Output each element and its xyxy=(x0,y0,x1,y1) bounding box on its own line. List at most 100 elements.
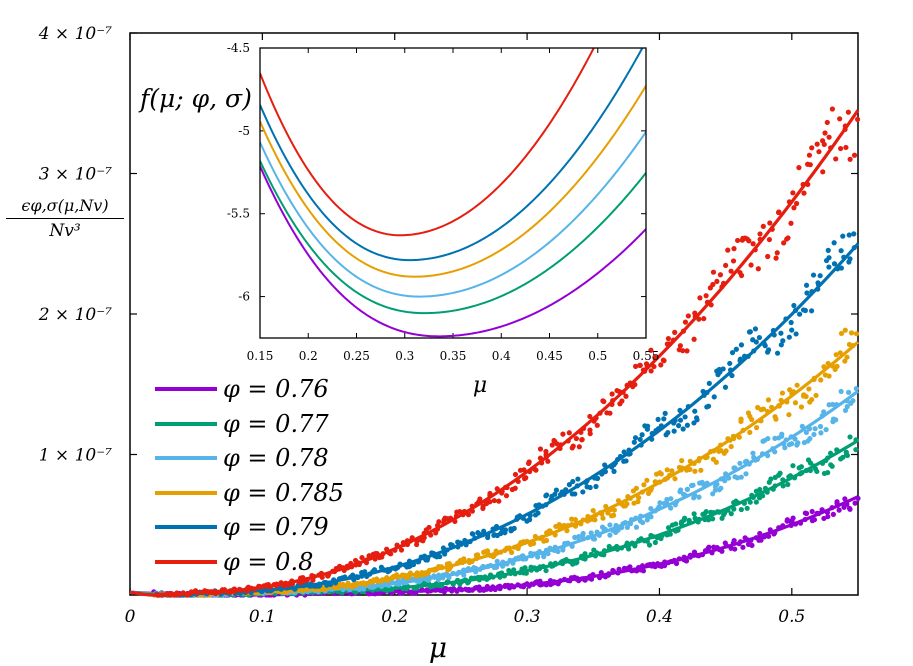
data-point xyxy=(833,352,839,358)
data-point xyxy=(833,417,839,423)
data-point xyxy=(806,386,812,392)
data-point xyxy=(648,514,654,520)
data-point xyxy=(722,384,729,390)
data-point xyxy=(680,426,686,432)
data-point xyxy=(684,486,690,493)
data-point xyxy=(576,444,582,450)
data-point xyxy=(757,231,763,237)
data-point xyxy=(785,235,791,241)
data-point xyxy=(587,484,593,491)
inset-x-tick-label: 0.2 xyxy=(299,349,318,363)
data-point xyxy=(633,524,640,530)
data-point xyxy=(712,483,719,489)
data-point xyxy=(778,330,784,336)
data-point xyxy=(826,373,832,379)
data-point xyxy=(788,220,794,226)
data-point xyxy=(821,141,827,148)
legend-item: φ = 0.77 xyxy=(155,407,344,442)
inset-y-tick-label: -4.5 xyxy=(227,41,250,55)
data-point xyxy=(809,145,815,151)
data-point xyxy=(632,363,639,369)
data-point xyxy=(682,414,688,420)
x-tick-label: 0.4 xyxy=(646,607,673,627)
data-point xyxy=(710,269,717,275)
data-point xyxy=(627,564,633,570)
data-point xyxy=(636,495,642,501)
data-point xyxy=(690,482,696,488)
data-point xyxy=(588,530,594,536)
data-point xyxy=(677,343,683,349)
data-point xyxy=(691,336,697,342)
data-point xyxy=(809,518,816,524)
data-point xyxy=(765,253,771,260)
data-point xyxy=(641,482,647,488)
data-point xyxy=(632,435,639,441)
inset-curve xyxy=(260,165,646,338)
data-point xyxy=(640,519,646,526)
data-point xyxy=(681,517,687,523)
data-point xyxy=(814,468,820,475)
data-point xyxy=(845,109,851,115)
data-point xyxy=(704,404,710,410)
data-point xyxy=(727,360,733,367)
data-point xyxy=(836,507,842,513)
data-point xyxy=(575,476,581,482)
data-point xyxy=(831,240,837,246)
data-point xyxy=(802,510,808,516)
data-point xyxy=(503,493,510,499)
y-tick-label: 4 × 10⁻⁷ xyxy=(38,24,112,44)
x-tick-label: 0.1 xyxy=(249,607,276,627)
data-point xyxy=(811,431,817,438)
data-point xyxy=(655,416,661,423)
data-point xyxy=(677,489,683,495)
legend-item: φ = 0.79 xyxy=(155,510,344,545)
data-point xyxy=(840,233,846,239)
data-point xyxy=(787,387,793,393)
data-point xyxy=(817,423,824,430)
data-point xyxy=(718,485,724,491)
data-point xyxy=(553,487,560,493)
x-tick-label: 0.5 xyxy=(778,607,805,627)
data-point xyxy=(786,334,792,340)
data-point xyxy=(807,436,813,442)
data-point xyxy=(657,500,663,506)
data-point xyxy=(825,470,831,476)
data-point xyxy=(730,258,737,264)
data-point xyxy=(829,401,836,408)
data-point xyxy=(526,516,532,523)
data-point xyxy=(816,149,822,155)
data-point xyxy=(691,511,697,517)
inset-y-tick-label: -5.5 xyxy=(227,207,250,221)
data-point xyxy=(753,425,760,431)
legend-label: φ = 0.78 xyxy=(223,444,329,473)
data-point xyxy=(790,190,796,196)
y-tick-label: 1 × 10⁻⁷ xyxy=(39,446,112,466)
data-point xyxy=(665,525,672,531)
data-point xyxy=(854,116,861,122)
data-point xyxy=(484,548,491,554)
data-point xyxy=(511,567,517,573)
data-point xyxy=(801,392,807,398)
data-point xyxy=(532,512,539,518)
legend-label: φ = 0.77 xyxy=(223,409,329,438)
data-point xyxy=(496,498,502,504)
data-point xyxy=(846,259,852,265)
data-point xyxy=(511,525,517,531)
data-point xyxy=(813,392,819,399)
data-point xyxy=(732,546,738,552)
data-point xyxy=(680,348,686,354)
data-point xyxy=(809,508,815,515)
data-point xyxy=(573,435,579,442)
data-point xyxy=(802,307,808,314)
data-point xyxy=(673,560,680,567)
data-point xyxy=(825,247,831,253)
data-point xyxy=(842,327,848,333)
data-point xyxy=(729,372,735,379)
data-point xyxy=(692,515,698,521)
data-point xyxy=(662,410,668,416)
data-point xyxy=(852,500,858,506)
data-point xyxy=(502,527,509,533)
data-point xyxy=(738,272,745,279)
data-point xyxy=(824,119,830,126)
data-point xyxy=(697,295,703,301)
